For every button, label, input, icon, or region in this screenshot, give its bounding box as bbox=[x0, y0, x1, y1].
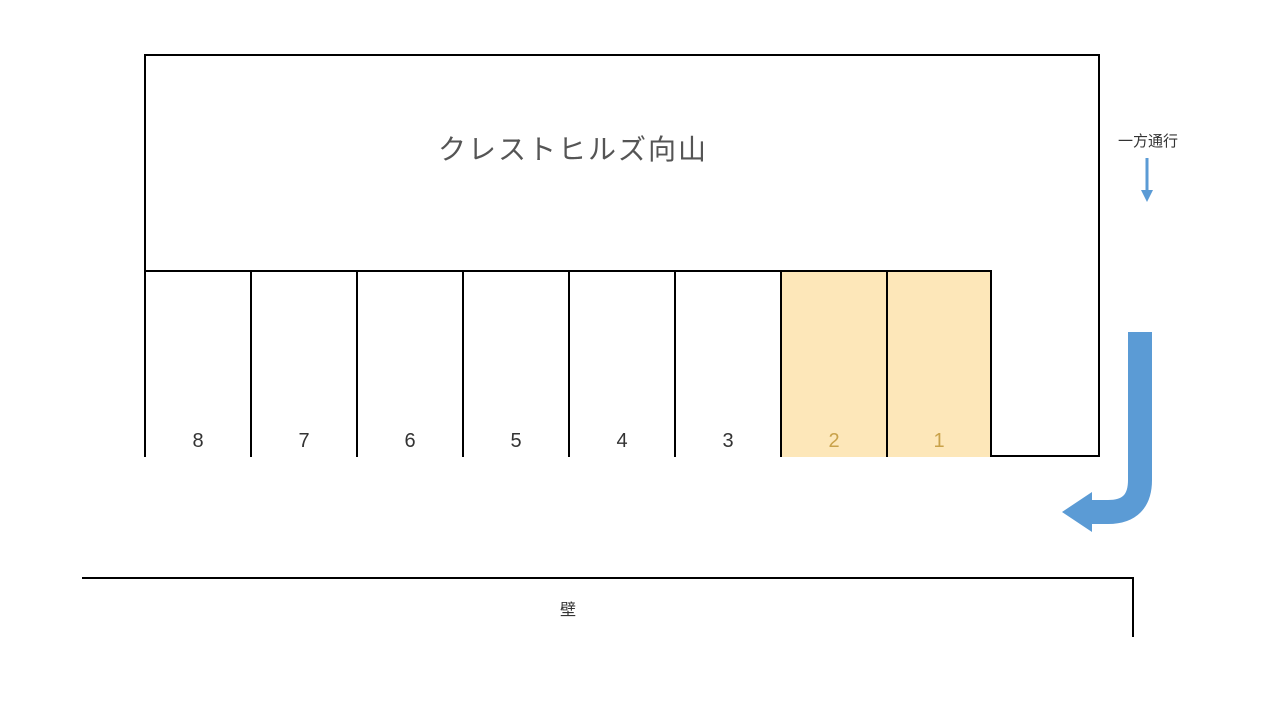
parking-slot-6: 6 bbox=[356, 270, 462, 457]
parking-slot-7: 7 bbox=[250, 270, 356, 457]
slot-label-3: 3 bbox=[722, 430, 733, 453]
wall-label: 壁 bbox=[560, 596, 576, 620]
parking-slot-3: 3 bbox=[674, 270, 780, 457]
building-title: クレストヒルズ向山 bbox=[438, 128, 708, 168]
slot-label-7: 7 bbox=[298, 430, 309, 453]
parking-slot-8: 8 bbox=[144, 270, 250, 457]
parking-row: 8 7 6 5 4 3 2 1 bbox=[144, 270, 992, 457]
parking-slot-4: 4 bbox=[568, 270, 674, 457]
wall-outline bbox=[82, 577, 1134, 637]
entry-arrow-icon bbox=[1058, 330, 1168, 545]
slot-label-1: 1 bbox=[933, 430, 944, 453]
slot-label-4: 4 bbox=[616, 430, 627, 453]
slot-label-8: 8 bbox=[192, 430, 203, 453]
parking-slot-2: 2 bbox=[780, 270, 886, 457]
slot-label-5: 5 bbox=[510, 430, 521, 453]
oneway-label: 一方通行 bbox=[1118, 130, 1178, 151]
parking-slot-1: 1 bbox=[886, 270, 992, 457]
oneway-arrow-icon bbox=[1138, 156, 1156, 206]
slot-label-2: 2 bbox=[828, 430, 839, 453]
slot-label-6: 6 bbox=[404, 430, 415, 453]
parking-slot-5: 5 bbox=[462, 270, 568, 457]
